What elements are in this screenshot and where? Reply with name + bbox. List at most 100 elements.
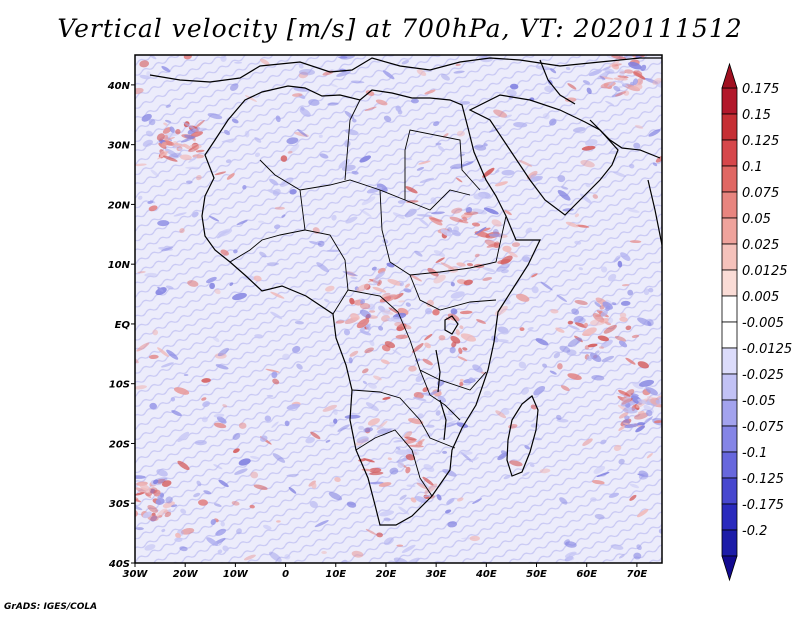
descent-patch [397,461,404,469]
colorbar-label: 0.025 [742,238,779,253]
ascent-patch [619,316,628,322]
ascent-patch [429,217,443,222]
descent-patch [144,272,157,277]
descent-patch [281,214,286,218]
ascent-patch [455,177,463,183]
lon-tick-label: 70E [627,569,648,580]
descent-patch [263,524,272,530]
ascent-patch [144,492,152,499]
ascent-patch [135,163,147,167]
ascent-patch [564,97,577,103]
descent-patch [236,528,242,535]
descent-patch [431,211,445,215]
ascent-patch [335,320,345,324]
descent-patch [617,260,623,268]
madagascar-coastline [506,395,539,477]
descent-patch [601,355,615,362]
latitude-axis: 40N 30N 20N 10N EQ 10S 20S 30S 40S [107,81,135,570]
ascent-patch [560,385,570,392]
ascent-patch [459,310,473,315]
descent-patch [472,364,483,373]
credit-footer: GrADS: IGES/COLA [4,602,98,612]
ascent-patch [637,410,645,415]
ascent-patch [440,262,455,270]
descent-patch [506,89,517,96]
ascent-patch [591,480,605,485]
descent-patch [474,226,487,235]
descent-patch [586,87,592,95]
descent-patch [472,208,487,215]
descent-patch [361,196,376,206]
colorbar-label: -0.2 [742,524,767,539]
ascent-patch [625,325,632,331]
ascent-patch [190,131,204,138]
descent-patch [156,469,168,477]
descent-patch [559,345,571,353]
ascent-patch [381,292,391,298]
ascent-patch [550,309,559,314]
ascent-patch [356,318,370,329]
descent-patch [171,410,182,417]
ascent-patch [135,498,142,503]
descent-patch [513,122,528,128]
ascent-patch [519,327,525,332]
ascent-patch [493,109,508,118]
lon-tick-label: 0 [282,569,289,580]
descent-patch [348,357,353,364]
descent-patch [161,66,171,73]
descent-patch [344,140,351,148]
descent-patch [637,398,648,405]
descent-patch [203,490,212,495]
ascent-patch [459,381,464,387]
colorbar-label: 0.125 [742,134,779,149]
coastlines-and-borders [149,57,662,526]
ascent-patch [179,154,192,161]
lat-tick-label: 40N [107,81,131,92]
ascent-patch [462,347,468,351]
lat-tick-label: EQ [115,320,131,331]
descent-patch [416,214,432,217]
ascent-patch [625,357,636,365]
descent-patch [612,171,627,178]
descent-patch [440,228,452,237]
ascent-patch [458,347,463,355]
ascent-patch [148,205,158,212]
ascent-patch [180,527,195,535]
ascent-patch [334,476,341,483]
descent-patch [483,143,488,147]
ascent-patch [497,259,511,264]
ascent-patch [555,327,565,333]
descent-patch [233,249,238,254]
descent-patch [632,381,644,390]
ascent-patch [636,508,649,518]
descent-patch [207,113,223,120]
descent-patch [414,250,423,257]
ascent-patch [220,249,229,256]
map-frame [134,54,663,564]
ascent-patch [196,175,202,181]
ascent-patch [482,167,495,178]
descent-patch [636,544,642,551]
descent-patch [266,262,279,266]
ascent-patch [172,141,179,148]
ascent-patch [655,155,662,163]
ascent-patch [270,291,285,299]
descent-patch [191,211,199,218]
colorbar-label: 0.075 [742,186,779,201]
descent-patch [139,74,151,80]
descent-patch [305,437,315,444]
descent-patch [165,119,172,123]
descent-patch [474,144,487,151]
ascent-patch [177,460,190,471]
ascent-patch [590,319,606,326]
descent-patch [524,445,531,450]
descent-patch [433,250,446,257]
ascent-patch [617,404,629,412]
descent-patch [590,352,602,363]
ascent-patch [417,440,423,446]
ascent-patch [375,99,388,106]
descent-patch [608,492,620,498]
ascent-patch [451,341,457,348]
colorbar-label: -0.025 [742,368,784,383]
ascent-patch [482,277,493,281]
